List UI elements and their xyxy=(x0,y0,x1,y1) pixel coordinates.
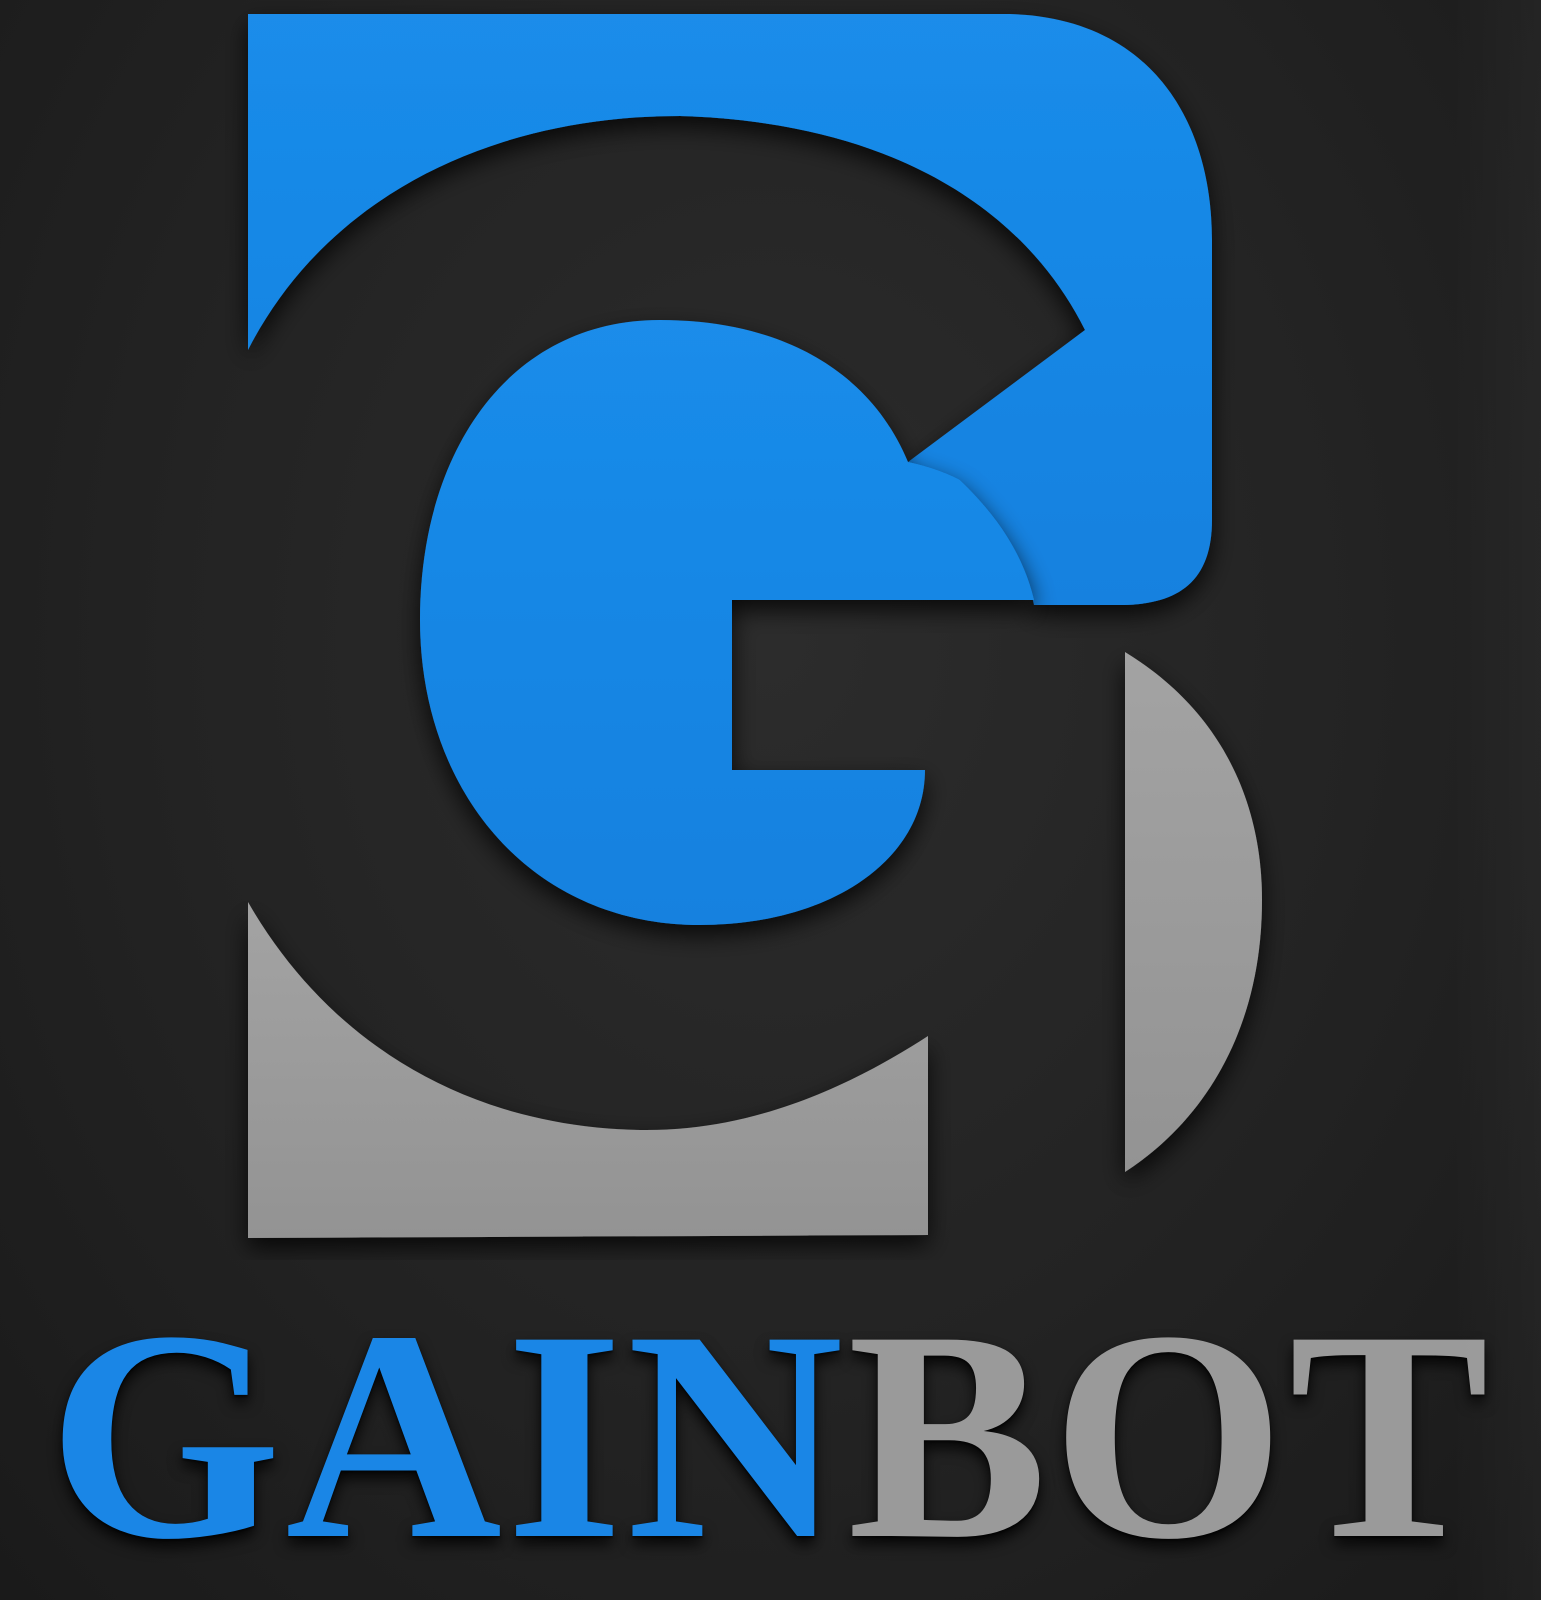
blue-upper-arc xyxy=(248,14,1212,605)
wordmark-gain: GAIN xyxy=(48,1269,848,1600)
gb-monogram xyxy=(248,14,1262,1238)
brand-wordmark: GAIN BOT xyxy=(0,1285,1541,1585)
gray-right-crescent xyxy=(1125,652,1262,1172)
blue-g xyxy=(420,320,1034,925)
wordmark-bot: BOT xyxy=(847,1269,1493,1600)
gray-lower-bowl xyxy=(248,902,928,1238)
